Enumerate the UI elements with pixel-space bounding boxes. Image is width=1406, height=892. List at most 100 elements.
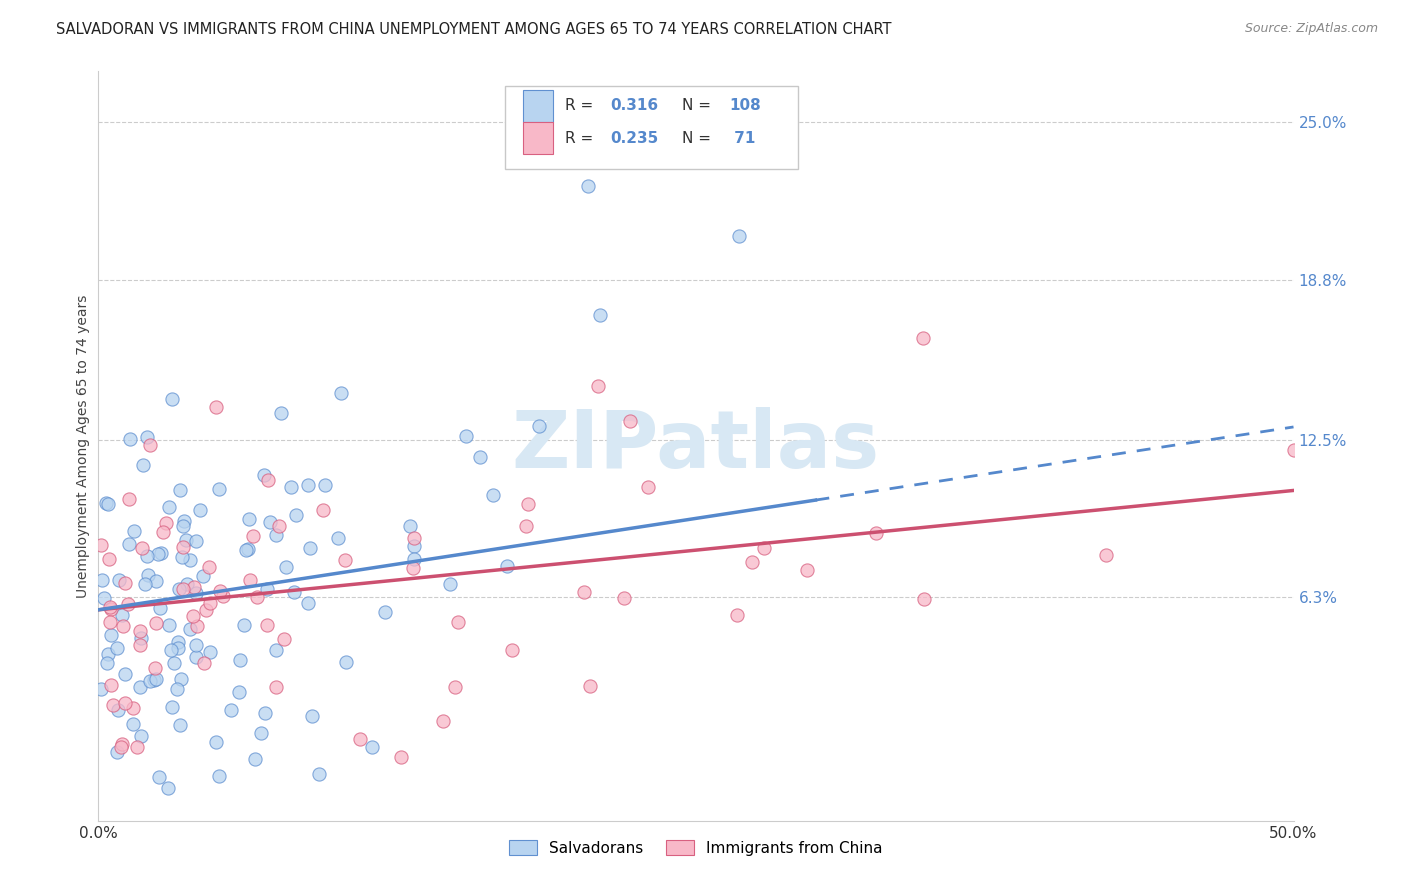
Point <box>166 640 188 655</box>
Point <box>150 546 173 560</box>
Point <box>725 607 748 622</box>
Point <box>179 622 201 636</box>
Point <box>501 643 523 657</box>
Point <box>741 555 763 569</box>
Point <box>188 503 211 517</box>
Point <box>389 750 412 764</box>
Point <box>235 543 257 558</box>
Y-axis label: Unemployment Among Ages 65 to 74 years: Unemployment Among Ages 65 to 74 years <box>76 294 90 598</box>
Point <box>111 737 134 751</box>
Point <box>208 483 231 497</box>
Point <box>374 605 396 619</box>
Point <box>266 642 288 657</box>
Point <box>228 685 250 699</box>
Point <box>588 379 610 393</box>
Point <box>159 643 181 657</box>
Point <box>285 508 308 523</box>
Point <box>100 678 122 692</box>
Point <box>90 574 112 588</box>
Point <box>326 531 349 545</box>
Point <box>90 681 112 696</box>
Point <box>481 488 503 502</box>
Point <box>142 673 165 687</box>
Point <box>166 635 188 649</box>
Point <box>398 519 420 533</box>
Point <box>1094 548 1116 562</box>
Point <box>270 406 292 420</box>
Text: Source: ZipAtlas.com: Source: ZipAtlas.com <box>1244 22 1378 36</box>
Text: N =: N = <box>682 98 716 113</box>
Point <box>134 577 156 591</box>
Point <box>173 514 195 528</box>
Point <box>297 596 319 610</box>
FancyBboxPatch shape <box>505 87 797 169</box>
Point <box>276 560 298 574</box>
Point <box>160 700 183 714</box>
Point <box>129 632 152 646</box>
Point <box>169 483 191 497</box>
Point <box>404 539 426 553</box>
Point <box>145 616 167 631</box>
Point <box>111 619 134 633</box>
Point <box>121 716 143 731</box>
Point <box>114 576 136 591</box>
Point <box>172 540 194 554</box>
Point <box>157 780 180 795</box>
Point <box>131 541 153 556</box>
Point <box>98 615 121 630</box>
Point <box>145 574 167 588</box>
Point <box>496 558 519 573</box>
Point <box>157 500 180 514</box>
Point <box>100 602 122 616</box>
Point <box>312 503 335 517</box>
Point <box>157 618 180 632</box>
Point <box>254 706 277 721</box>
Point <box>264 680 287 694</box>
Point <box>172 519 194 533</box>
Point <box>200 596 222 610</box>
Point <box>728 229 751 244</box>
Point <box>170 672 193 686</box>
Point <box>236 542 259 557</box>
Point <box>912 592 935 607</box>
Legend: Salvadorans, Immigrants from China: Salvadorans, Immigrants from China <box>503 833 889 862</box>
Point <box>205 400 228 414</box>
Point <box>402 532 425 546</box>
Point <box>136 430 159 444</box>
Point <box>211 590 233 604</box>
Point <box>256 617 278 632</box>
Point <box>94 496 117 510</box>
Point <box>136 549 159 564</box>
Point <box>160 392 183 407</box>
Point <box>242 529 264 543</box>
Point <box>401 561 423 575</box>
Text: 0.235: 0.235 <box>610 130 658 145</box>
Point <box>613 591 636 606</box>
Point <box>198 645 221 659</box>
Point <box>129 624 152 638</box>
Point <box>447 615 470 630</box>
Point <box>145 672 167 686</box>
Point <box>118 432 141 446</box>
Point <box>166 681 188 696</box>
Point <box>184 533 207 548</box>
Point <box>96 657 118 671</box>
Text: SALVADORAN VS IMMIGRANTS FROM CHINA UNEMPLOYMENT AMONG AGES 65 TO 74 YEARS CORRE: SALVADORAN VS IMMIGRANTS FROM CHINA UNEM… <box>56 22 891 37</box>
Point <box>256 582 278 597</box>
Point <box>139 673 162 688</box>
Point <box>184 586 207 600</box>
Point <box>349 731 371 746</box>
Text: 0.316: 0.316 <box>610 98 658 113</box>
Point <box>314 477 336 491</box>
Point <box>117 492 139 507</box>
Point <box>264 528 287 542</box>
Point <box>152 524 174 539</box>
Point <box>361 739 384 754</box>
Point <box>114 696 136 710</box>
Point <box>456 429 478 443</box>
Point <box>259 515 281 529</box>
Point <box>439 576 461 591</box>
Point <box>402 552 425 566</box>
Point <box>122 700 145 714</box>
Point <box>335 655 357 669</box>
